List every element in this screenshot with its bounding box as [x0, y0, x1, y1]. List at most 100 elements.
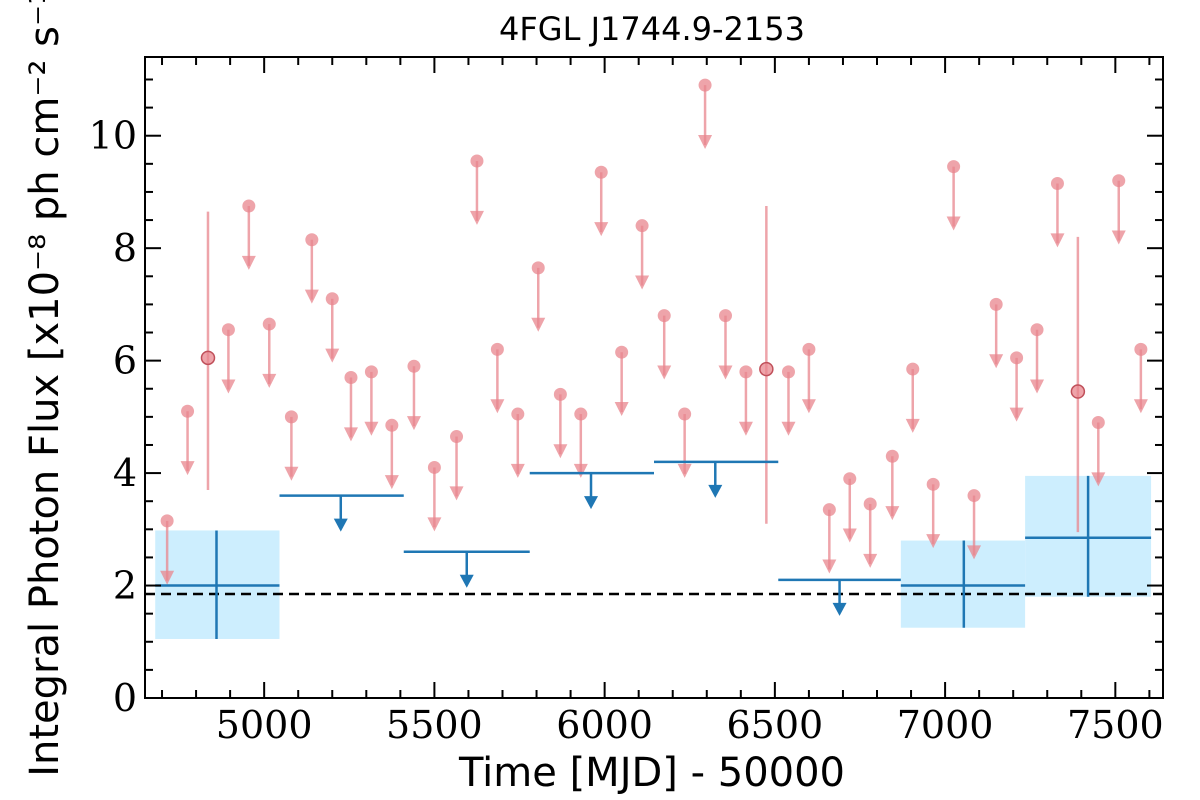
short-bin-ul-arrow — [262, 373, 277, 388]
short-bin-ul-point — [822, 503, 836, 517]
short-bin-detection-point — [759, 361, 774, 377]
long-bin-ul-arrow — [708, 484, 723, 498]
short-bin-ul-arrow — [967, 545, 982, 560]
short-bin-ul-arrow — [614, 402, 629, 417]
short-bin-ul-arrow — [926, 534, 941, 549]
short-bin-ul-point — [1134, 342, 1148, 356]
short-bin-ul-arrow — [449, 486, 464, 501]
short-bin-ul-point — [947, 160, 961, 174]
y-tick-label: 0 — [113, 676, 137, 720]
short-bin-ul-point — [967, 489, 981, 503]
long-bin-ul-arrow — [832, 602, 847, 616]
short-bin-ul-arrow — [531, 317, 546, 332]
short-bin-ul-arrow — [781, 421, 796, 436]
short-bin-ul-arrow — [863, 553, 878, 568]
short-bin-ul-point — [698, 78, 712, 92]
axes-layer: 5000 5500 6000 6500 7000 7500 0 2 4 6 8 10 — [89, 56, 1164, 747]
short-bin-ul-arrow — [160, 570, 175, 585]
short-bin-ul-point — [574, 407, 588, 421]
long-bin-layer — [155, 460, 1152, 639]
short-bin-ul-arrow — [1111, 230, 1126, 245]
short-bin-ul-arrow — [677, 463, 692, 478]
short-bin-ul-point — [885, 449, 899, 463]
short-bin-ul-arrow — [325, 348, 340, 363]
long-bin-ul-arrow — [333, 518, 348, 532]
short-bin-ul-point — [407, 359, 421, 373]
short-bin-ul-point — [325, 292, 339, 306]
plot-frame — [144, 56, 1164, 699]
short-bin-ul-point — [344, 371, 358, 384]
short-bin-ul-arrow — [801, 399, 816, 414]
short-bin-ul-point — [181, 404, 195, 418]
x-tick-label: 6000 — [556, 703, 653, 747]
x-axis-label: Time [MJD] - 50000 — [458, 750, 845, 796]
short-bin-ul-arrow — [1030, 379, 1045, 394]
short-bin-ul-arrow — [304, 289, 319, 304]
short-bin-ul-arrow — [1009, 407, 1024, 422]
short-bin-ul-point — [843, 472, 857, 486]
short-bin-ul-point — [1112, 174, 1126, 188]
short-bin-ul-point — [863, 497, 877, 511]
short-bin-ul-arrow — [573, 463, 588, 478]
short-bin-ul-point — [989, 297, 1003, 311]
x-tick-label: 6500 — [727, 703, 824, 747]
short-bin-ul-point — [1050, 177, 1064, 191]
short-bin-ul-arrow — [698, 134, 713, 149]
short-bin-ul-arrow — [594, 222, 609, 237]
short-bin-detection-point — [200, 350, 216, 366]
short-bin-ul-arrow — [427, 517, 442, 532]
short-bin-ul-arrow — [905, 418, 920, 433]
y-tick-label: 6 — [113, 339, 137, 383]
x-tick-label: 5000 — [216, 703, 313, 747]
short-bin-ul-arrow — [241, 255, 256, 270]
short-bin-ul-point — [284, 410, 298, 424]
short-bin-ul-point — [531, 261, 545, 275]
short-bin-ul-arrow — [180, 461, 195, 476]
short-bin-ul-arrow — [842, 528, 857, 543]
short-bin-ul-arrow — [946, 216, 961, 231]
short-bin-ul-arrow — [738, 421, 753, 436]
short-bin-ul-arrow — [989, 354, 1004, 369]
short-bin-ul-point — [490, 342, 504, 356]
long-bin-ul-arrow — [459, 574, 474, 588]
short-bin-ul-point — [427, 460, 441, 474]
short-bin-ul-arrow — [284, 466, 299, 481]
short-bin-ul-point — [221, 323, 235, 337]
short-bin-ul-arrow — [384, 475, 399, 490]
short-bin-ul-arrow — [1133, 399, 1148, 414]
y-tick-label: 8 — [113, 226, 137, 270]
short-bin-ul-arrow — [1091, 472, 1106, 487]
short-bin-ul-arrow — [885, 506, 900, 521]
y-tick-label: 2 — [113, 564, 137, 608]
x-tick-label: 7500 — [1067, 703, 1164, 747]
short-bin-layer — [160, 78, 1148, 585]
y-tick-label: 10 — [89, 114, 137, 158]
short-bin-ul-point — [364, 365, 378, 379]
short-bin-ul-arrow — [635, 275, 650, 290]
short-bin-ul-point — [305, 233, 319, 247]
short-bin-ul-point — [635, 219, 649, 233]
short-bin-ul-point — [242, 199, 256, 213]
short-bin-ul-point — [511, 407, 525, 421]
short-bin-ul-point — [553, 387, 567, 401]
short-bin-ul-arrow — [510, 463, 525, 478]
x-tick-label: 5500 — [386, 703, 483, 747]
short-bin-ul-arrow — [343, 427, 358, 442]
short-bin-ul-point — [450, 430, 464, 444]
short-bin-ul-point — [594, 165, 608, 179]
short-bin-ul-point — [1010, 351, 1024, 365]
y-axis-label: Integral Photon Flux [x10⁻⁸ ph cm⁻² s⁻¹] — [22, 0, 68, 777]
short-bin-ul-arrow — [406, 416, 421, 431]
short-bin-ul-point — [262, 317, 276, 331]
short-bin-ul-point — [470, 154, 484, 168]
short-bin-ul-arrow — [718, 365, 733, 380]
short-bin-ul-point — [160, 514, 174, 528]
short-bin-ul-arrow — [221, 379, 236, 394]
short-bin-ul-arrow — [490, 399, 505, 414]
chart-title: 4FGL J1744.9-2153 — [499, 10, 805, 48]
short-bin-detection-point — [1070, 384, 1086, 399]
short-bin-ul-point — [1091, 415, 1105, 429]
error-box-layer — [155, 475, 1152, 639]
short-bin-ul-arrow — [364, 421, 379, 436]
short-bin-ul-point — [781, 365, 795, 379]
